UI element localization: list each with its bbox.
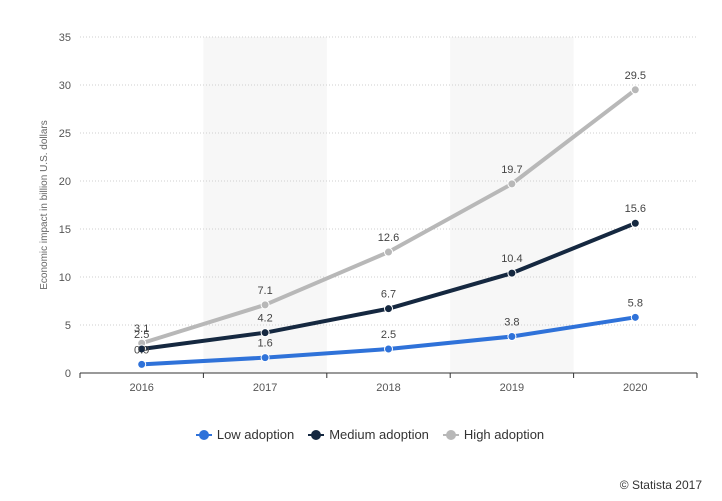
data-label-medium-adoption: 10.4 (501, 253, 522, 265)
x-tick-label-2017: 2017 (253, 382, 277, 394)
data-label-low-adoption: 1.6 (257, 338, 272, 350)
data-point-high-adoption[interactable] (507, 179, 517, 189)
x-tick-label-2016: 2016 (129, 382, 153, 394)
y-tick-label: 25 (59, 128, 71, 140)
legend-item-low-adoption[interactable]: Low adoption (195, 427, 295, 442)
x-tick-label-2019: 2019 (500, 382, 524, 394)
data-point-high-adoption[interactable] (384, 247, 393, 257)
data-point-low-adoption[interactable] (507, 332, 517, 342)
legend-item-medium-adoption[interactable]: Medium adoption (308, 427, 429, 442)
data-label-medium-adoption: 2.5 (134, 329, 149, 341)
data-label-medium-adoption: 6.7 (381, 289, 396, 301)
line-chart: 0 5 10 15 20 25 30 35 2016 2017 2018 2019 2020 Econ… (39, 32, 698, 394)
data-label-low-adoption: 5.8 (628, 297, 643, 309)
data-point-medium-adoption[interactable] (137, 344, 147, 354)
legend-swatch-icon (308, 429, 325, 440)
data-point-high-adoption[interactable] (260, 300, 270, 310)
y-tick-label: 10 (59, 272, 71, 284)
data-point-medium-adoption[interactable] (384, 304, 393, 314)
y-tick-label: 15 (59, 224, 71, 236)
x-axis-ticks: 2016 2017 2018 2019 2020 (79, 373, 698, 394)
x-tick-label-2018: 2018 (376, 382, 400, 394)
data-labels: 3.1 7.1 12.6 19.7 29.5 2.5 4.2 6.7 10.4 15.6 0.9 1.… (134, 70, 646, 357)
data-label-high-adoption: 19.7 (501, 164, 522, 176)
data-label-low-adoption: 0.9 (134, 344, 149, 356)
legend: Low adoption Medium adoption High adoption (0, 427, 722, 442)
legend-swatch-icon (442, 429, 459, 440)
data-label-high-adoption: 12.6 (378, 232, 399, 244)
data-point-low-adoption[interactable] (630, 312, 640, 322)
data-label-high-adoption: 7.1 (257, 285, 272, 297)
data-label-medium-adoption: 4.2 (257, 313, 272, 325)
data-label-low-adoption: 2.5 (381, 329, 396, 341)
x-tick-label-2020: 2020 (623, 382, 647, 394)
data-point-medium-adoption[interactable] (507, 268, 517, 278)
data-label-low-adoption: 3.8 (504, 317, 519, 329)
data-point-low-adoption[interactable] (260, 353, 270, 363)
y-tick-label: 5 (65, 320, 71, 332)
data-label-high-adoption: 3.1 (134, 323, 149, 335)
y-tick-label: 35 (59, 32, 71, 44)
y-tick-label: 20 (59, 176, 71, 188)
data-label-high-adoption: 29.5 (625, 70, 646, 82)
legend-label: High adoption (463, 427, 545, 442)
data-point-low-adoption[interactable] (384, 344, 393, 354)
y-axis-title: Economic impact in billion U.S. dollars (39, 120, 50, 290)
data-point-low-adoption[interactable] (137, 359, 147, 369)
legend-swatch-icon (195, 429, 212, 440)
gridlines (80, 36, 697, 326)
y-tick-label: 0 (65, 368, 71, 380)
data-point-medium-adoption[interactable] (260, 328, 270, 338)
data-point-medium-adoption[interactable] (630, 218, 640, 228)
series-points (137, 85, 640, 369)
legend-item-high-adoption[interactable]: High adoption (442, 427, 545, 442)
y-tick-label: 30 (59, 80, 71, 92)
data-point-high-adoption[interactable] (630, 85, 640, 95)
y-axis-ticks: 0 5 10 15 20 25 30 35 (59, 32, 71, 380)
statista-credit[interactable]: © Statista 2017 (619, 478, 702, 492)
legend-label: Medium adoption (329, 427, 429, 442)
data-label-medium-adoption: 15.6 (625, 203, 646, 215)
legend-label: Low adoption (216, 427, 295, 442)
